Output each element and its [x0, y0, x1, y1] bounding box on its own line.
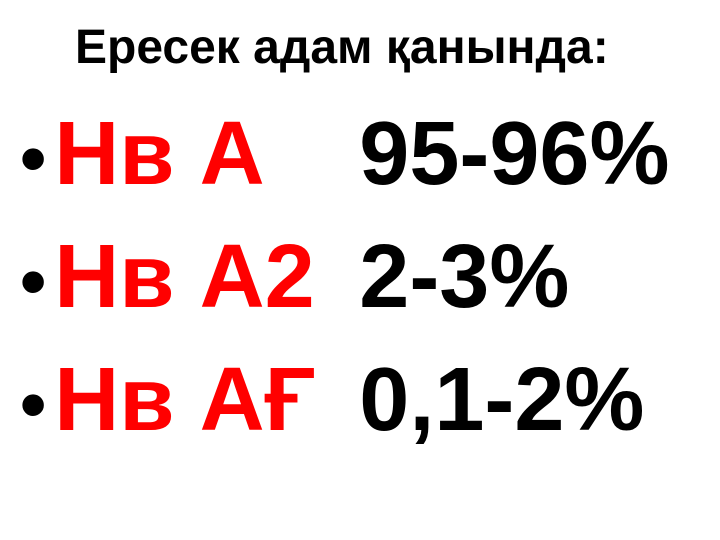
data-row: • Нв А2 2-3%	[20, 223, 700, 331]
slide-title: Ересек адам қанында:	[75, 20, 700, 75]
hemoglobin-label: Нв А2	[54, 223, 359, 331]
data-row: • Нв А 95-96%	[20, 100, 700, 208]
percentage-value: 0,1-2%	[359, 346, 644, 454]
hemoglobin-label: Нв АҒ	[54, 346, 359, 454]
data-row: • Нв АҒ 0,1-2%	[20, 346, 700, 454]
percentage-value: 2-3%	[359, 223, 569, 331]
hemoglobin-label: Нв А	[54, 100, 359, 208]
percentage-value: 95-96%	[359, 100, 669, 208]
bullet-icon: •	[20, 244, 46, 319]
bullet-icon: •	[20, 367, 46, 442]
bullet-icon: •	[20, 121, 46, 196]
